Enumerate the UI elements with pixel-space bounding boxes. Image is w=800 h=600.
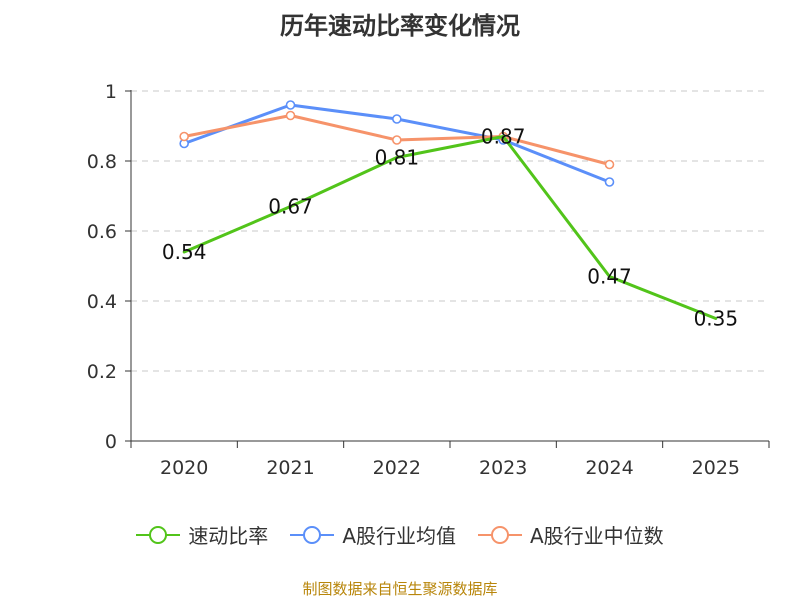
legend-label-industry-mean: A股行业均值 xyxy=(342,524,456,548)
x-tick-label-2024: 2024 xyxy=(585,457,633,479)
x-tick-label-2022: 2022 xyxy=(373,457,421,479)
legend-label-industry-median: A股行业中位数 xyxy=(530,524,664,548)
legend: 速动比率 A股行业均值 A股行业中位数 xyxy=(0,520,800,549)
y-tick-label-4: 0.8 xyxy=(87,151,117,173)
x-tick-label-2023: 2023 xyxy=(479,457,527,479)
legend-item-industry-median[interactable]: A股行业中位数 xyxy=(478,520,664,549)
series-1-point-2024 xyxy=(604,177,615,187)
gridlines xyxy=(131,90,769,372)
x-tick-label-2025: 2025 xyxy=(692,457,740,479)
series-2-point-2024 xyxy=(604,159,615,170)
series-2-point-2021 xyxy=(285,110,296,121)
data-labels: 0.54 0.67 0.81 0.87 0.47 0.35 xyxy=(162,125,738,331)
series-1-point-2022 xyxy=(392,114,402,124)
legend-swatch-industry-median-icon xyxy=(478,525,522,544)
x-tick-label-2020: 2020 xyxy=(160,457,208,479)
data-label-2023: 0.87 xyxy=(481,125,526,149)
series-line-0 xyxy=(182,135,718,320)
data-label-2022: 0.81 xyxy=(375,146,420,170)
series-1-point-2021 xyxy=(285,100,296,110)
legend-swatch-quick-ratio-icon xyxy=(136,525,181,544)
series-2-point-2022 xyxy=(392,135,402,145)
series-lines xyxy=(179,100,718,320)
chart-title: 历年速动比率变化情况 xyxy=(280,12,520,40)
data-label-2020: 0.54 xyxy=(162,240,207,264)
source-note: 制图数据来自恒生聚源数据库 xyxy=(302,580,498,598)
legend-label-quick-ratio: 速动比率 xyxy=(188,524,269,548)
y-tick-label-3: 0.6 xyxy=(87,221,117,243)
y-tick-label-1: 0.2 xyxy=(87,361,117,383)
legend-item-industry-mean[interactable]: A股行业均值 xyxy=(290,520,456,549)
y-tick-label-0: 0 xyxy=(105,431,117,453)
series-2-point-2020 xyxy=(179,131,189,142)
data-label-2024: 0.47 xyxy=(587,265,632,289)
y-tick-label-2: 0.4 xyxy=(87,291,117,313)
legend-item-quick-ratio[interactable]: 速动比率 xyxy=(136,520,268,549)
legend-swatch-industry-mean-icon xyxy=(290,525,335,544)
data-label-2025: 0.35 xyxy=(694,307,739,331)
y-tick-label-5: 1 xyxy=(105,81,117,103)
data-label-2021: 0.67 xyxy=(268,195,313,219)
x-tick-label-2021: 2021 xyxy=(266,457,314,479)
